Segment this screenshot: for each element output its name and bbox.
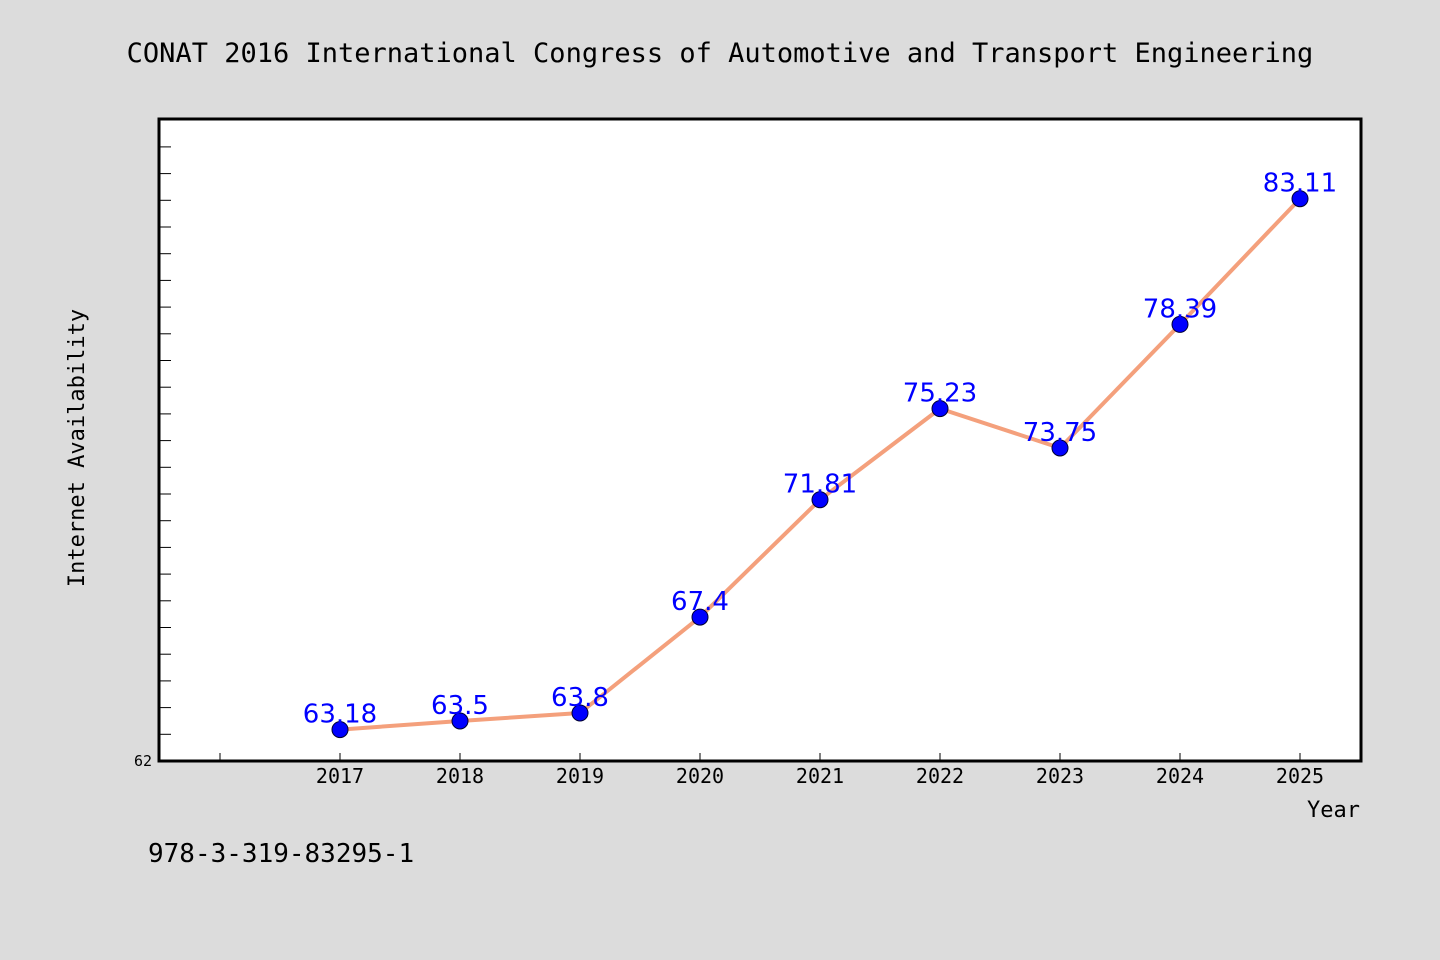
x-axis-label: Year <box>1307 798 1360 823</box>
x-tick-label-2022: 2022 <box>916 764 964 788</box>
data-label-2019: 63.8 <box>551 683 609 713</box>
x-tick-label-2025: 2025 <box>1276 764 1324 788</box>
x-tick-label-2020: 2020 <box>676 764 724 788</box>
y-axis-ticks <box>159 146 171 762</box>
data-point-2021 <box>811 491 829 509</box>
x-tick-label-2024: 2024 <box>1156 764 1204 788</box>
data-label-2024: 78.39 <box>1143 294 1217 324</box>
data-label-2020: 67.4 <box>671 587 729 617</box>
data-point-2025 <box>1291 190 1309 208</box>
data-label-2017: 63.18 <box>303 700 377 730</box>
chart-title: CONAT 2016 International Congress of Aut… <box>127 38 1314 69</box>
plot-area <box>157 117 1363 763</box>
data-label-2022: 75.23 <box>903 379 977 409</box>
x-tick-label-2017: 2017 <box>316 764 364 788</box>
data-markers <box>331 190 1309 739</box>
x-axis-ticks <box>219 753 1301 761</box>
y-tick-label-min: 62 <box>134 752 152 770</box>
y-axis-label: Internet Availability <box>65 309 90 587</box>
data-label-2025: 83.11 <box>1263 169 1337 199</box>
x-tick-label-2019: 2019 <box>556 764 604 788</box>
data-labels: 63.18 63.5 63.8 67.4 71.81 75.23 73.75 78.39 83.… <box>303 169 1337 730</box>
data-label-2021: 71.81 <box>783 470 857 500</box>
x-tick-label-2018: 2018 <box>436 764 484 788</box>
data-point-2019 <box>571 704 589 722</box>
data-label-2018: 63.5 <box>431 691 489 721</box>
footer-isbn: 978-3-319-83295-1 <box>148 839 414 869</box>
data-point-2018 <box>451 712 469 730</box>
x-tick-label-2021: 2021 <box>796 764 844 788</box>
data-point-2024 <box>1171 315 1189 333</box>
data-point-2023 <box>1051 439 1069 457</box>
x-tick-label-2023: 2023 <box>1036 764 1084 788</box>
data-label-2023: 73.75 <box>1023 418 1097 448</box>
data-point-2022 <box>931 400 949 418</box>
data-point-2020 <box>691 608 709 626</box>
x-axis-tick-labels: 2017 2018 2019 2020 2021 2022 2023 2024 2025 <box>316 764 1324 788</box>
data-point-2017 <box>331 721 349 739</box>
